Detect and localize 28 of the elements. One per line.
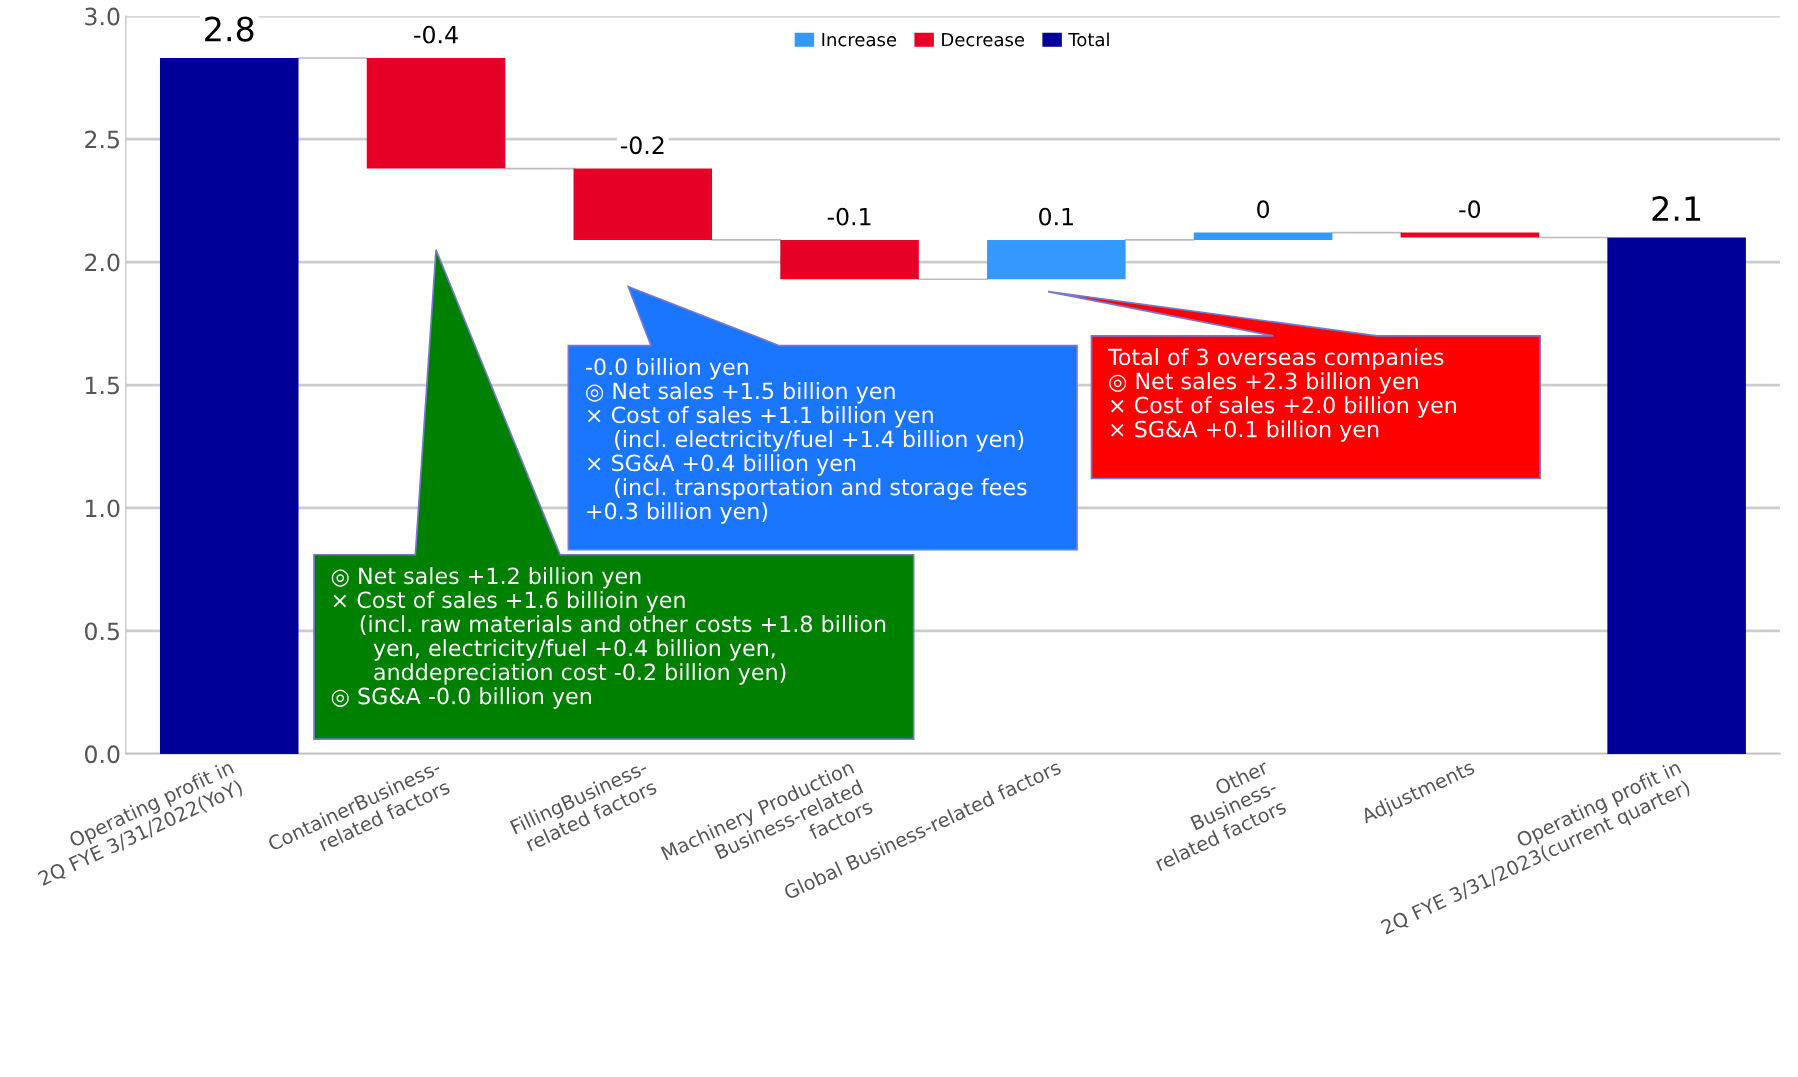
text: 2.1: [1652, 195, 1701, 221]
legend-label: Total: [1068, 32, 1109, 47]
bar: [1193, 232, 1333, 240]
y-tick-label: 1.5: [86, 376, 119, 395]
y-tick-label: 0.5: [85, 622, 119, 641]
y-tick-label: 2.0: [85, 253, 120, 272]
y-tick-label: 0.0: [85, 745, 120, 764]
text: -0.2: [620, 136, 664, 155]
text: 2.8: [205, 16, 254, 42]
annotation: ◎ Net sales +1.2 billion yen × Cost of sales +1.6 billioin yen (incl. raw materials and other costs +1.8 billion yen, electricity/fuel +0.4 billion yen, anddepreciation cost -0.2 billion yen) ◎ SG&A -0.0 billion yen: [331, 567, 886, 709]
text: -0.1: [827, 207, 871, 226]
bar: [1607, 237, 1746, 754]
y-tick-label: 1.0: [86, 499, 120, 518]
y-tick-label: 3.0: [85, 7, 120, 26]
bar: [573, 168, 713, 240]
text: -0.4: [414, 25, 458, 44]
legend-label: Decrease: [942, 32, 1025, 47]
bar: [159, 57, 299, 754]
bar: [987, 239, 1126, 280]
text: -0: [1459, 200, 1481, 219]
bar: [366, 57, 506, 169]
annotation: -0.0 billion yen ◎ Net sales +1.5 billion yen × Cost of sales +1.1 billion yen (incl. electricity/fuel +1.4 billion yen) × SG&A +0.4 billion yen (incl. transportation and storage fees +0.3 billion yen): [585, 357, 1027, 524]
bar: [780, 239, 919, 280]
text: 0.1: [1039, 207, 1073, 226]
y-tick-label: 2.5: [85, 130, 119, 149]
annotation: Total of 3 overseas companies ◎ Net sales +2.3 billion yen × Cost of sales +2.0 billion yen × SG&A +0.1 billion yen: [1107, 348, 1456, 442]
text: 0: [1257, 200, 1270, 219]
legend-label: Increase: [822, 32, 897, 47]
